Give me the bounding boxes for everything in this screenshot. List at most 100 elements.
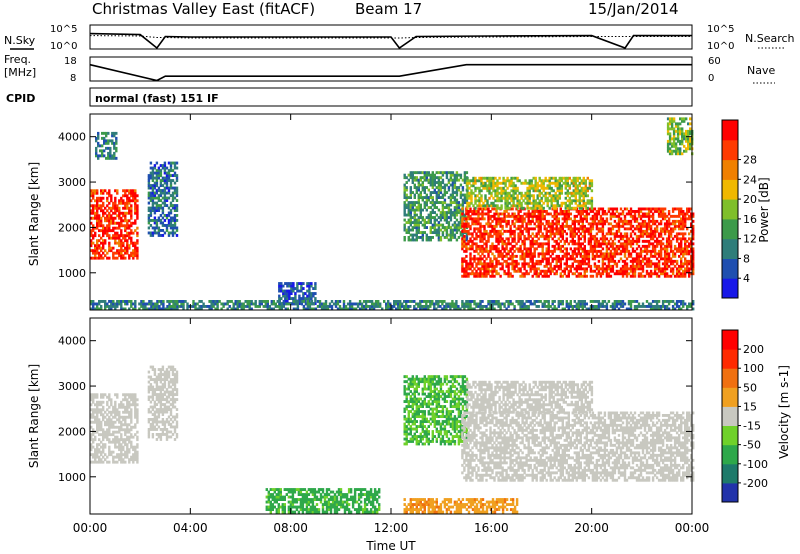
power-cell: [441, 171, 445, 175]
power-cell: [611, 242, 615, 246]
power-cell: [300, 284, 303, 288]
power-cell: [575, 274, 578, 278]
power-cell: [151, 206, 155, 210]
power-cell: [92, 249, 95, 253]
power-cell: [403, 238, 406, 242]
power-cell: [467, 302, 470, 306]
power-cell: [459, 213, 463, 217]
power-cell: [106, 234, 109, 238]
power-cell: [92, 241, 95, 245]
power-cell: [437, 238, 441, 242]
power-cell: [90, 256, 93, 260]
power-cell: [673, 222, 677, 226]
power-cell: [558, 179, 561, 183]
power-cell: [603, 234, 607, 238]
power-cell: [551, 307, 554, 311]
power-cell: [445, 213, 449, 217]
power-cell: [110, 236, 113, 240]
power-cell: [519, 217, 522, 221]
power-cell: [576, 204, 579, 208]
power-cell: [538, 206, 541, 210]
power-cell: [163, 161, 167, 165]
power-cell: [153, 226, 157, 230]
power-cell: [653, 219, 657, 223]
power-cell: [485, 249, 488, 253]
power-cell: [513, 229, 516, 233]
power-cell: [643, 247, 647, 251]
power-cell: [635, 219, 639, 223]
power-cell: [282, 305, 285, 308]
power-cell: [474, 196, 477, 200]
power-cell: [667, 229, 671, 233]
power-cell: [437, 171, 441, 175]
power-cell: [318, 305, 322, 308]
power-cell: [505, 252, 508, 256]
power-cell: [425, 173, 428, 177]
power-cell: [120, 241, 123, 245]
power-cell: [417, 186, 420, 189]
power-cell: [688, 272, 691, 276]
power-cell: [561, 249, 564, 253]
power-cell: [645, 229, 649, 233]
power-cell: [433, 231, 436, 234]
power-cell: [504, 191, 507, 195]
power-cell: [166, 307, 169, 311]
power-cell: [136, 241, 139, 245]
power-cell: [173, 164, 177, 167]
power-cell: [684, 274, 687, 278]
power-cell: [665, 262, 669, 266]
power-cell: [533, 242, 536, 246]
power-cell: [609, 274, 613, 278]
power-cell: [615, 232, 619, 236]
power-cell: [692, 272, 695, 276]
power-cell: [565, 257, 568, 261]
power-cell: [483, 224, 486, 228]
power-cell: [559, 232, 562, 236]
power-cell: [475, 257, 478, 261]
power-cell: [551, 259, 554, 263]
power-cell: [572, 181, 575, 185]
power-cell: [673, 247, 677, 251]
power-cell: [528, 194, 531, 198]
power-cell: [445, 221, 449, 224]
power-cell: [423, 307, 426, 311]
power-cell: [584, 191, 587, 195]
power-cell: [443, 183, 447, 187]
power-cell: [641, 224, 645, 228]
power-cell: [102, 246, 105, 250]
power-cell: [425, 305, 428, 308]
power-cell: [417, 228, 420, 232]
power-cell: [455, 193, 459, 197]
power-cell: [162, 302, 165, 306]
power-cell: [433, 176, 436, 180]
power-cell: [292, 307, 296, 311]
power-cell: [469, 247, 472, 251]
power-cell: [97, 154, 100, 158]
power-cell: [469, 227, 472, 231]
power-cell: [114, 221, 117, 225]
power-cell: [667, 307, 671, 311]
power-cell: [538, 199, 541, 203]
power-cell: [459, 176, 463, 180]
power-cell: [595, 242, 599, 246]
power-cell: [684, 214, 687, 218]
power-cell: [490, 184, 493, 188]
power-cell: [573, 267, 576, 271]
power-cell: [290, 302, 294, 306]
power-cell: [146, 307, 149, 311]
power-cell: [124, 300, 127, 303]
power-cell: [621, 302, 625, 306]
power-cell: [586, 186, 589, 190]
power-cell: [421, 307, 424, 311]
power-cell: [158, 307, 161, 311]
power-cell: [483, 262, 486, 266]
power-cell: [112, 300, 115, 303]
power-cell: [653, 307, 657, 311]
power-cell: [581, 249, 584, 253]
power-cell: [158, 305, 161, 308]
power-cell: [472, 184, 475, 188]
power-cell: [159, 194, 163, 197]
power-cell: [173, 196, 177, 200]
power-cell: [649, 274, 653, 278]
